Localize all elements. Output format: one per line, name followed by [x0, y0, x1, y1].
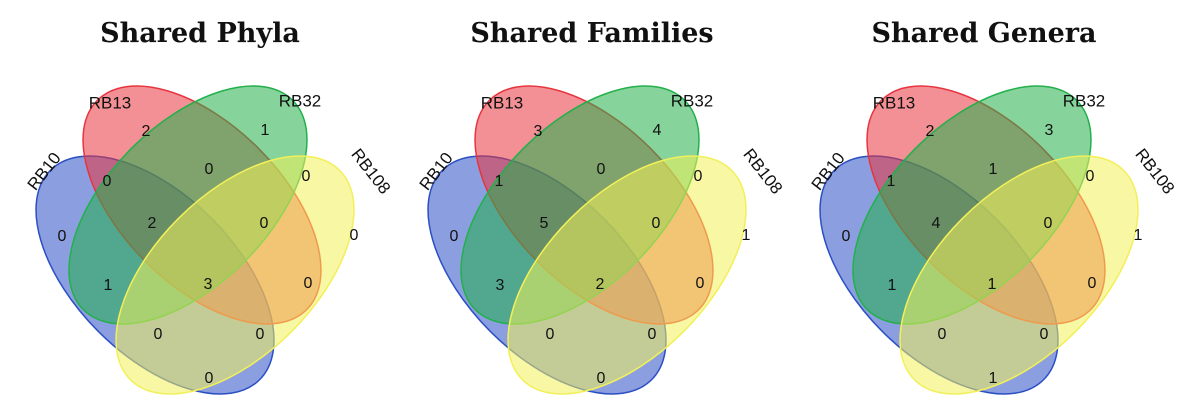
region-count-rb10-rb13: 1 [887, 173, 896, 190]
set-label-rb108: RB108 [347, 145, 394, 198]
region-count-rb13: 3 [534, 123, 543, 140]
region-count-rb32: 3 [1045, 122, 1054, 139]
venn-panel-2: Shared Families RB10 RB13 RB32 RB108 0 3 4 1 1 0 0 3… [397, 0, 787, 420]
set-label-rb32: RB32 [279, 91, 322, 110]
region-count-rb10-rb108: 0 [205, 370, 214, 387]
region-count-rb10-rb13-rb108: 0 [256, 326, 265, 343]
region-count-rb10-rb108: 0 [597, 370, 606, 387]
panel-title: Shared Families [470, 18, 714, 49]
venn-panel-3: Shared Genera RB10 RB13 RB32 RB108 0 2 3 1 1 1 0 1 0 1… [789, 0, 1179, 420]
region-count-rb10-rb13-rb108: 0 [1040, 326, 1049, 343]
region-count-rb10-rb32-rb108: 0 [546, 326, 555, 343]
region-count-rb10-rb13: 1 [495, 173, 504, 190]
region-count-rb10-rb13-rb32: 5 [540, 215, 549, 232]
venn-panel-1: Shared Phyla RB10 RB13 RB32 RB108 0 2 1 0 0 0 0 1 0 0 2… [5, 0, 395, 420]
region-count-rb32: 1 [261, 122, 270, 139]
region-count-all: 3 [204, 276, 213, 293]
region-count-rb32-rb108: 0 [694, 168, 703, 185]
region-count-all: 1 [988, 276, 997, 293]
region-count-rb10-rb13-rb108: 0 [648, 326, 657, 343]
region-count-rb13-rb32-rb108: 0 [1044, 215, 1053, 232]
set-label-rb13: RB13 [89, 93, 132, 112]
region-count-rb32-rb108: 0 [302, 168, 311, 185]
region-count-rb10: 0 [842, 228, 851, 245]
region-count-rb13-rb32: 0 [597, 161, 606, 178]
panel-title: Shared Genera [871, 18, 1097, 49]
region-count-rb32: 4 [653, 122, 662, 139]
region-count-rb13-rb108: 0 [304, 275, 313, 292]
set-label-rb32: RB32 [671, 91, 714, 110]
region-count-rb10: 0 [450, 228, 459, 245]
set-ellipse-rb108 [115, 155, 355, 395]
region-count-rb10-rb32-rb108: 0 [938, 326, 947, 343]
region-count-rb10-rb13-rb32: 2 [148, 215, 157, 232]
region-count-rb10-rb32-rb108: 0 [154, 326, 163, 343]
set-label-rb13: RB13 [481, 93, 524, 112]
region-count-rb13-rb32: 1 [989, 161, 998, 178]
region-count-rb10: 0 [58, 228, 67, 245]
region-count-rb13-rb108: 0 [696, 275, 705, 292]
region-count-rb108: 1 [742, 227, 751, 244]
panel-title: Shared Phyla [100, 18, 300, 49]
set-ellipse-rb108 [507, 155, 747, 395]
region-count-rb13-rb108: 0 [1088, 275, 1097, 292]
set-label-rb32: RB32 [1063, 91, 1106, 110]
region-count-rb10-rb13-rb32: 4 [932, 215, 941, 232]
region-count-rb108: 1 [1134, 227, 1143, 244]
region-count-rb13-rb32: 0 [205, 161, 214, 178]
set-label-rb108: RB108 [1131, 145, 1178, 198]
region-count-rb13-rb32-rb108: 0 [652, 215, 661, 232]
region-count-rb10-rb32: 3 [496, 277, 505, 294]
region-count-rb10-rb108: 1 [989, 370, 998, 387]
region-count-rb13-rb32-rb108: 0 [260, 215, 269, 232]
region-count-rb10-rb32: 1 [104, 277, 113, 294]
region-count-all: 2 [596, 276, 605, 293]
set-label-rb13: RB13 [873, 93, 916, 112]
region-count-rb10-rb13: 0 [103, 173, 112, 190]
region-count-rb10-rb32: 1 [888, 277, 897, 294]
set-label-rb108: RB108 [739, 145, 786, 198]
region-count-rb13: 2 [142, 123, 151, 140]
region-count-rb13: 2 [926, 123, 935, 140]
region-count-rb32-rb108: 0 [1086, 168, 1095, 185]
set-ellipse-rb108 [899, 155, 1139, 395]
region-count-rb108: 0 [350, 227, 359, 244]
